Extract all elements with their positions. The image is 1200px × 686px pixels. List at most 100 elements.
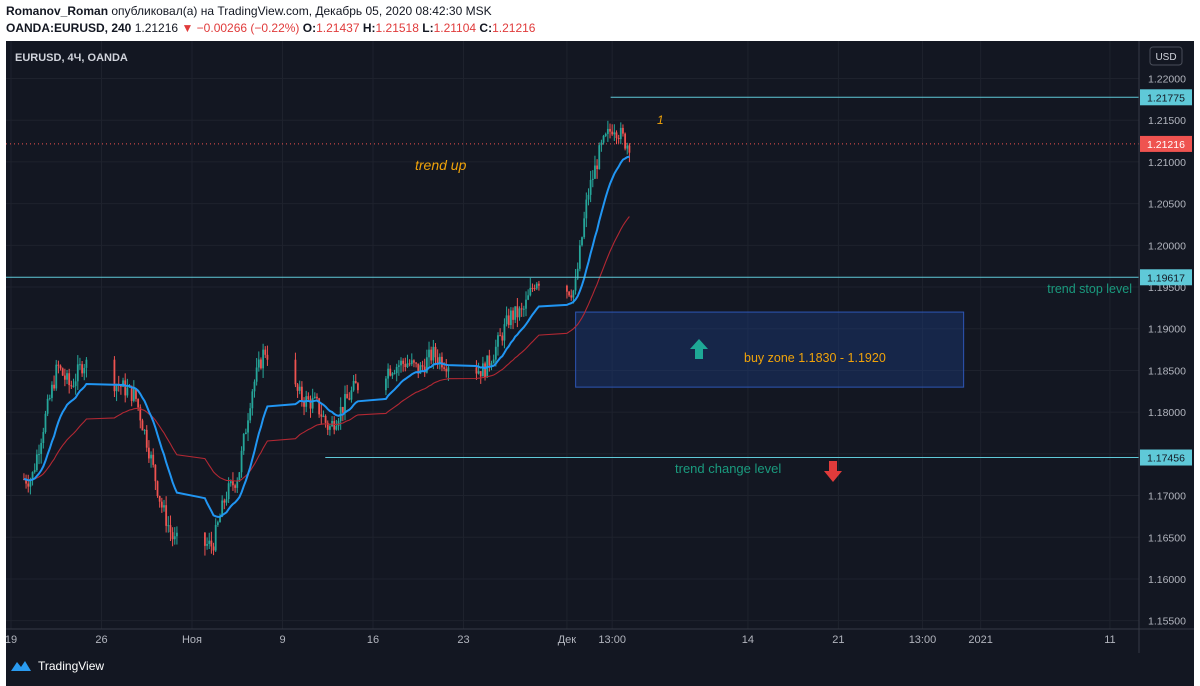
open-value: 1.21437 xyxy=(316,21,360,35)
candle xyxy=(257,351,260,372)
candle xyxy=(479,371,482,384)
y-tick-label: 1.19000 xyxy=(1148,324,1186,336)
candle xyxy=(533,284,536,291)
tradingview-logo[interactable]: TradingView xyxy=(10,659,104,673)
y-tick-label: 1.15500 xyxy=(1148,616,1186,628)
last-price: 1.21216 xyxy=(134,21,179,35)
svg-text:1.21216: 1.21216 xyxy=(1147,139,1185,151)
candle xyxy=(397,360,400,376)
candle xyxy=(40,438,43,464)
candle xyxy=(408,359,411,367)
candle xyxy=(348,392,351,401)
candle xyxy=(581,236,583,247)
candle xyxy=(61,367,64,377)
quote-line: OANDA:EURUSD, 240 1.21216 ▼ −0.00266 (−0… xyxy=(6,21,535,35)
time-axis[interactable]: 19 26 Ноя 9 16 23 Дек 13:00 14 21 13:00 2021 11 xyxy=(6,634,1116,646)
candle xyxy=(352,375,355,392)
up-arrow-icon xyxy=(690,339,708,359)
x-tick-label: 9 xyxy=(279,634,285,646)
y-tick-label: 1.17000 xyxy=(1148,491,1186,503)
candle xyxy=(522,305,525,317)
x-tick-label: 13:00 xyxy=(598,634,626,646)
candle xyxy=(158,495,161,508)
buy-zone-label: buy zone 1.1830 - 1.1920 xyxy=(744,351,886,365)
price-axis[interactable]: 1.220001.215001.210001.205001.200001.195… xyxy=(1148,74,1186,628)
candle xyxy=(626,142,629,155)
candle xyxy=(492,354,495,364)
close-value: 1.21216 xyxy=(492,21,536,35)
candle xyxy=(320,404,323,425)
candle xyxy=(488,349,491,372)
candle xyxy=(309,395,312,418)
candle xyxy=(335,419,338,431)
x-tick-label: 16 xyxy=(367,634,379,646)
candle xyxy=(117,375,120,392)
candle xyxy=(622,124,624,137)
candle xyxy=(260,357,262,370)
candle xyxy=(247,413,249,442)
close-label: C: xyxy=(479,21,493,35)
candle xyxy=(617,134,620,144)
y-tick-label: 1.20500 xyxy=(1148,199,1186,211)
candle xyxy=(505,306,508,327)
candle xyxy=(400,357,402,373)
candle xyxy=(225,491,228,506)
candle xyxy=(329,424,331,436)
candle xyxy=(594,155,596,179)
candle xyxy=(611,124,614,136)
low-value: 1.21104 xyxy=(433,21,477,35)
candle xyxy=(339,397,342,430)
candle xyxy=(176,526,178,545)
candle xyxy=(441,352,443,372)
candle xyxy=(344,385,346,421)
candle xyxy=(354,373,357,384)
y-tick-label: 1.20000 xyxy=(1148,240,1186,252)
candle xyxy=(68,368,71,394)
published-info: опубликовал(а) на TradingView.com, Декаб… xyxy=(111,4,492,18)
candle xyxy=(430,346,433,365)
candle xyxy=(214,518,217,553)
candle xyxy=(160,497,163,513)
down-arrow-icon xyxy=(824,461,842,482)
candle xyxy=(124,373,127,403)
candle xyxy=(393,369,396,375)
candle xyxy=(253,379,256,398)
chart-container[interactable]: EURUSD, 4Ч, OANDA trend up 1 trend stop … xyxy=(6,41,1194,653)
candle xyxy=(346,384,349,399)
candle xyxy=(538,280,540,291)
candle xyxy=(568,290,570,297)
buy-zone[interactable] xyxy=(575,311,965,388)
candle xyxy=(234,483,236,493)
currency-button[interactable]: USD xyxy=(1149,46,1183,66)
candle xyxy=(415,361,417,368)
trend-change-label: trend change level xyxy=(675,461,781,476)
x-tick-label: 23 xyxy=(457,634,469,646)
candle xyxy=(221,495,224,518)
candle xyxy=(44,410,47,434)
ma-fast-line xyxy=(23,155,630,518)
candle xyxy=(85,357,88,378)
y-tick-label: 1.21500 xyxy=(1148,115,1186,127)
y-tick-label: 1.21000 xyxy=(1148,157,1186,169)
chart-title: EURUSD, 4Ч, OANDA xyxy=(15,52,128,64)
price-chart[interactable]: EURUSD, 4Ч, OANDA trend up 1 trend stop … xyxy=(6,41,1194,653)
candle xyxy=(324,414,327,428)
candle xyxy=(74,373,77,395)
candle xyxy=(150,451,152,468)
ma-slow-line xyxy=(23,216,630,482)
candle xyxy=(232,472,234,491)
trend-stop-label: trend stop level xyxy=(1047,282,1132,296)
publish-line: Romanov_Roman опубликовал(а) на TradingV… xyxy=(6,4,492,18)
trend-up-label: trend up xyxy=(415,157,467,173)
candle xyxy=(300,381,303,407)
candle xyxy=(42,427,45,449)
candle xyxy=(350,386,353,403)
candle xyxy=(145,425,148,452)
level-price-tag: 1.21775 xyxy=(1140,89,1192,106)
tradingview-icon xyxy=(11,661,31,671)
candle xyxy=(628,143,631,163)
candle xyxy=(208,532,211,550)
candle xyxy=(406,354,409,369)
author-name[interactable]: Romanov_Roman xyxy=(6,4,109,18)
currency-label: USD xyxy=(1155,52,1176,63)
